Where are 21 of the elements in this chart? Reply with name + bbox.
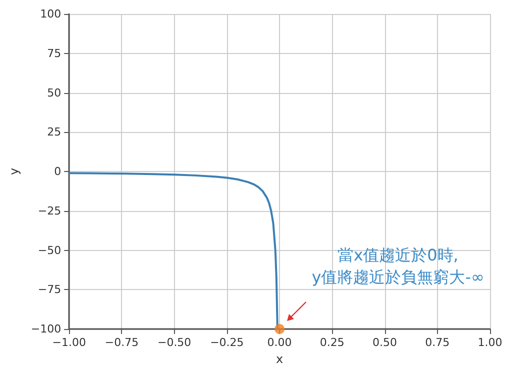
- y-tick-label: 50: [47, 86, 62, 100]
- y-axis-title: y: [7, 168, 21, 176]
- y-tick-label: −50: [38, 244, 62, 257]
- y-tick-label: −100: [30, 322, 62, 336]
- x-tick-label: 0.50: [372, 336, 398, 349]
- x-tick-label: −0.50: [157, 336, 192, 349]
- y-tick-label: 25: [47, 126, 62, 139]
- x-tick-label: 0.00: [267, 336, 292, 349]
- x-tick-label: 0.25: [320, 336, 344, 349]
- y-tick-label: −25: [38, 204, 62, 218]
- x-tick-label: −1.00: [52, 336, 86, 349]
- y-tick-label: 100: [40, 8, 62, 20]
- y-tick-label: 0: [54, 165, 62, 178]
- x-tick-label: −0.25: [210, 336, 244, 349]
- y-tick-label: 75: [47, 46, 62, 60]
- y-tick-label: −75: [38, 283, 62, 296]
- x-axis-title: x: [276, 352, 284, 366]
- x-tick-label: 0.75: [425, 336, 450, 349]
- x-tick-label: −0.75: [104, 336, 139, 349]
- x-tick-label: 1.00: [478, 336, 502, 349]
- annotation: 當x值趨近於0時, y值將趨近於負無窮大-∞: [312, 246, 484, 286]
